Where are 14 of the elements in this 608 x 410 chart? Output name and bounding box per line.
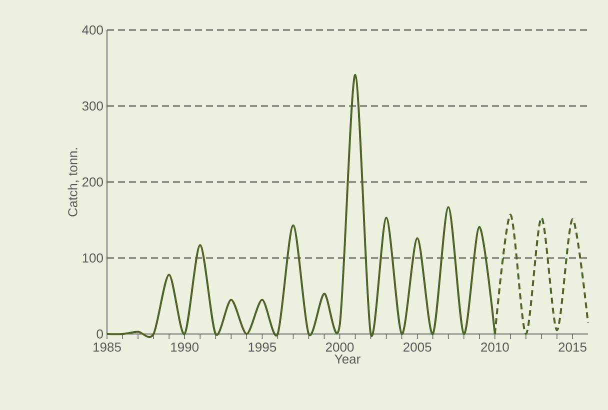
x-tick-label: 1990 xyxy=(171,342,199,352)
x-tick-label: 2000 xyxy=(326,342,354,352)
x-axis-title: Year xyxy=(334,354,360,364)
y-tick-label: 200 xyxy=(82,177,103,187)
x-tick-label: 2010 xyxy=(481,342,509,352)
x-tick-label: 2005 xyxy=(404,342,432,352)
x-tick-label: 1985 xyxy=(94,342,121,352)
x-tick-label: 1995 xyxy=(248,342,276,352)
y-tick-label: 0 xyxy=(96,329,103,339)
x-tick-label: 2015 xyxy=(558,342,586,352)
y-tick-label: 400 xyxy=(82,25,103,35)
y-tick-label: 300 xyxy=(82,101,103,111)
y-tick-label: 100 xyxy=(82,253,103,263)
y-axis-title: Catch, tonn. xyxy=(68,148,79,216)
